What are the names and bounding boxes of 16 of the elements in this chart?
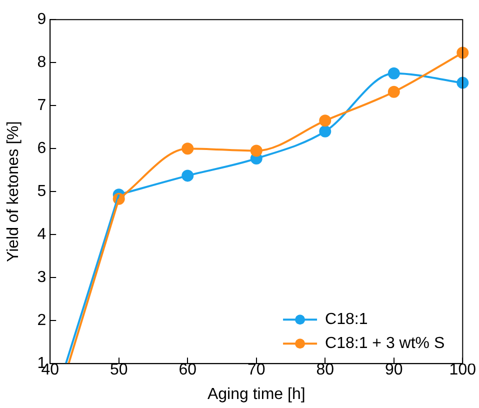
y-tick-label: 5 (37, 183, 46, 200)
y-tick-label: 2 (37, 312, 46, 330)
x-tick-label: 100 (449, 362, 476, 379)
y-tick-label: 7 (37, 97, 46, 114)
legend-label: C18:1 (325, 311, 368, 328)
x-tick-label: 60 (178, 362, 197, 379)
y-tick-label: 4 (37, 226, 46, 244)
y-tick-label: 6 (37, 140, 46, 158)
y-tick-label: 3 (37, 269, 46, 286)
x-axis-title: Aging time [h] (207, 386, 306, 403)
y-tick-label: 9 (37, 11, 46, 28)
x-tick-label: 80 (316, 362, 334, 379)
y-axis-title: Yield of ketones [%] (5, 121, 22, 262)
x-tick-label: 90 (384, 362, 403, 379)
legend-label: C18:1 + 3 wt% S (325, 335, 445, 352)
y-tick-label: 8 (37, 54, 46, 72)
